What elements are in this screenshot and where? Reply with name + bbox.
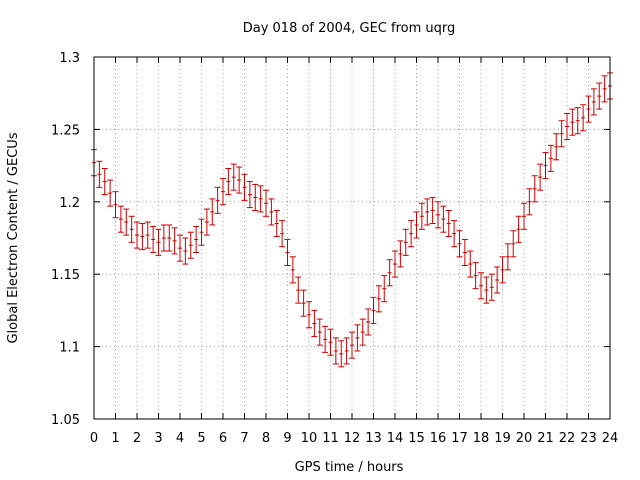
tick-marks xyxy=(93,56,611,420)
x-tick-labels: 0 1 2 3 4 5 6 7 8 9 10 11 12 13 14 15 16 17 18 19 20 21 22 23 24 xyxy=(90,431,618,446)
x-tick-label: 13 xyxy=(365,431,382,446)
y-tick-label: 1.05 xyxy=(51,413,80,428)
x-tick-label: 12 xyxy=(344,431,361,446)
x-tick-label: 17 xyxy=(451,431,468,446)
x-tick-label: 8 xyxy=(262,431,270,446)
data-points xyxy=(92,85,612,355)
x-tick-label: 18 xyxy=(473,431,490,446)
x-tick-label: 5 xyxy=(197,431,205,446)
x-tick-label: 20 xyxy=(516,431,533,446)
chart-title: Day 018 of 2004, GEC from uqrg xyxy=(243,21,456,36)
x-tick-label: 10 xyxy=(301,431,318,446)
x-tick-label: 11 xyxy=(322,431,339,446)
y-tick-labels: 1.05 1.1 1.15 1.2 1.25 1.3 xyxy=(51,51,80,428)
grid-lines xyxy=(94,57,610,419)
x-tick-label: 3 xyxy=(154,431,162,446)
x-tick-label: 9 xyxy=(283,431,291,446)
x-tick-label: 6 xyxy=(219,431,227,446)
x-tick-label: 1 xyxy=(111,431,119,446)
y-tick-label: 1.1 xyxy=(59,341,80,356)
x-tick-label: 4 xyxy=(176,431,184,446)
y-tick-label: 1.3 xyxy=(59,51,80,66)
x-tick-label: 16 xyxy=(430,431,447,446)
x-tick-label: 23 xyxy=(580,431,597,446)
x-tick-label: 7 xyxy=(240,431,248,446)
x-tick-label: 19 xyxy=(494,431,511,446)
x-tick-label: 0 xyxy=(90,431,98,446)
x-tick-label: 2 xyxy=(133,431,141,446)
x-tick-label: 15 xyxy=(408,431,425,446)
y-tick-label: 1.2 xyxy=(59,196,80,211)
y-tick-label: 1.25 xyxy=(51,123,80,138)
x-tick-label: 22 xyxy=(559,431,576,446)
y-axis-label: Global Electron Content / GECUs xyxy=(6,132,21,343)
x-tick-label: 21 xyxy=(537,431,554,446)
x-tick-label: 24 xyxy=(602,431,619,446)
x-axis-label: GPS time / hours xyxy=(295,460,404,475)
plot-frame xyxy=(93,56,611,420)
x-tick-label: 14 xyxy=(387,431,404,446)
y-tick-label: 1.15 xyxy=(51,268,80,283)
